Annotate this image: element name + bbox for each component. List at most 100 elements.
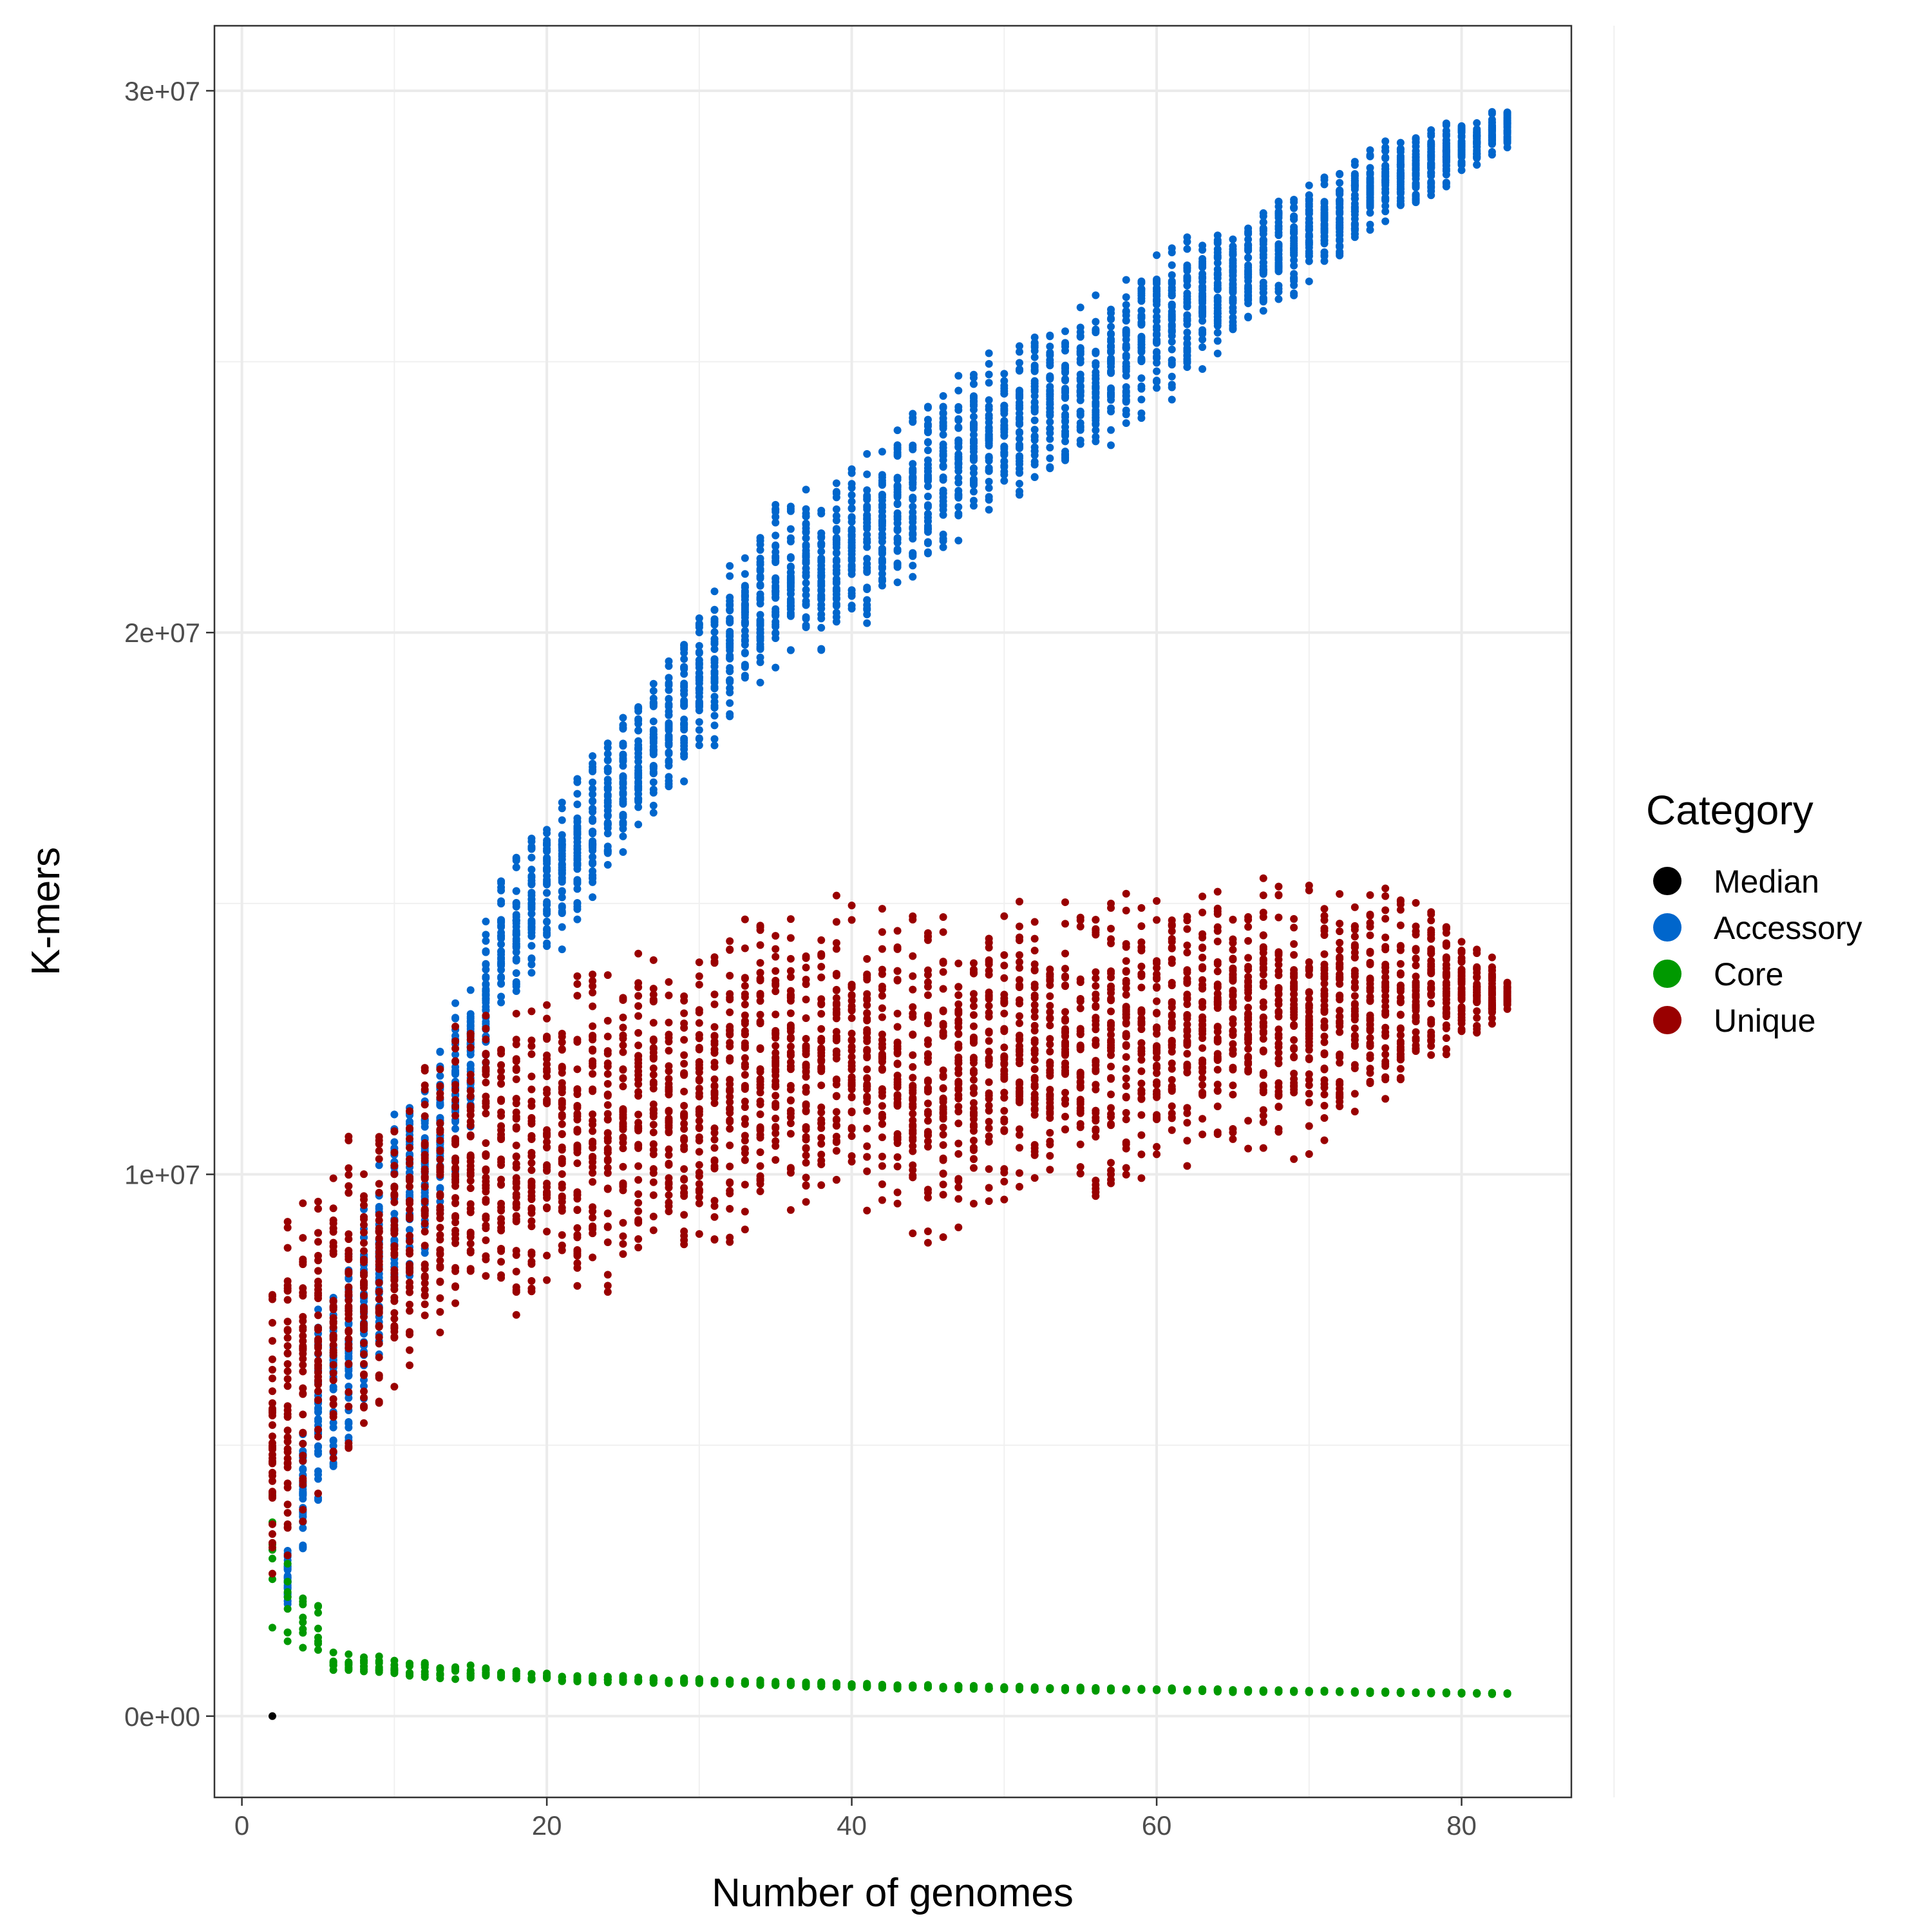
point-unique — [558, 1170, 566, 1179]
point-accessory — [710, 605, 719, 614]
point-unique — [390, 1148, 399, 1157]
point-unique — [299, 1260, 307, 1269]
point-unique — [314, 1311, 322, 1320]
point-accessory — [1320, 198, 1329, 206]
point-unique — [619, 1240, 627, 1248]
point-unique — [527, 1097, 536, 1106]
point-core — [1427, 1689, 1435, 1697]
point-accessory — [451, 999, 460, 1007]
point-accessory — [1198, 255, 1207, 263]
point-accessory — [695, 734, 703, 743]
point-accessory — [314, 1405, 322, 1414]
point-accessory — [1122, 301, 1130, 309]
point-accessory — [1168, 283, 1176, 292]
point-accessory — [1015, 429, 1023, 437]
point-accessory — [589, 853, 597, 861]
point-unique — [649, 1146, 658, 1154]
point-accessory — [1366, 146, 1374, 155]
point-accessory — [756, 554, 764, 563]
point-accessory — [954, 436, 963, 444]
point-accessory — [1046, 390, 1054, 398]
point-accessory — [923, 548, 932, 556]
point-unique — [649, 1035, 658, 1043]
point-unique — [589, 1110, 597, 1119]
point-unique — [603, 1184, 612, 1193]
point-unique — [543, 1204, 551, 1213]
point-accessory — [726, 710, 734, 718]
point-core — [390, 1669, 399, 1678]
point-unique — [634, 1002, 643, 1010]
point-accessory — [772, 612, 780, 620]
point-accessory — [863, 538, 871, 546]
point-accessory — [482, 937, 490, 945]
point-accessory — [573, 878, 582, 886]
point-accessory — [954, 372, 963, 380]
point-accessory — [1198, 290, 1207, 298]
point-accessory — [1427, 172, 1435, 180]
point-accessory — [1305, 222, 1313, 231]
point-accessory — [466, 1010, 475, 1018]
point-accessory — [634, 779, 643, 788]
point-accessory — [1092, 291, 1100, 299]
point-accessory — [1290, 213, 1298, 221]
point-accessory — [772, 620, 780, 629]
point-accessory — [1229, 283, 1237, 292]
point-unique — [482, 1078, 490, 1086]
point-accessory — [1061, 454, 1070, 462]
point-unique — [451, 1112, 460, 1120]
point-accessory — [1213, 328, 1222, 337]
point-accessory — [573, 885, 582, 893]
point-unique — [268, 1459, 276, 1468]
point-accessory — [939, 462, 947, 471]
point-accessory — [1488, 151, 1496, 159]
point-unique — [421, 1066, 429, 1075]
point-accessory — [1198, 310, 1207, 318]
point-accessory — [1290, 198, 1298, 206]
point-core — [1381, 1688, 1390, 1696]
point-unique — [345, 1235, 353, 1244]
point-unique — [558, 1204, 566, 1212]
point-unique — [543, 1251, 551, 1260]
point-accessory — [710, 704, 719, 712]
point-unique — [421, 1197, 429, 1206]
point-unique — [497, 1079, 506, 1088]
point-accessory — [1259, 238, 1267, 246]
point-accessory — [589, 804, 597, 813]
point-accessory — [649, 788, 658, 797]
point-core — [466, 1674, 475, 1682]
point-accessory — [482, 1006, 490, 1014]
point-unique — [283, 1287, 292, 1295]
point-unique — [466, 1121, 475, 1130]
point-accessory — [1213, 337, 1222, 345]
point-accessory — [741, 627, 749, 635]
point-unique — [543, 1166, 551, 1174]
point-accessory — [939, 451, 947, 460]
point-accessory — [954, 455, 963, 464]
point-unique — [360, 1387, 368, 1396]
point-accessory — [619, 762, 627, 770]
point-unique — [527, 1260, 536, 1268]
point-accessory — [680, 663, 688, 671]
point-accessory — [390, 1138, 399, 1146]
point-accessory — [1092, 382, 1100, 390]
point-unique — [603, 1148, 612, 1157]
point-unique — [345, 1182, 353, 1190]
point-unique — [619, 1186, 627, 1195]
point-unique — [497, 1200, 506, 1208]
point-accessory — [1198, 365, 1207, 373]
point-core — [893, 1682, 902, 1690]
point-accessory — [985, 454, 993, 462]
point-unique — [375, 1252, 383, 1260]
point-unique — [299, 1439, 307, 1448]
point-accessory — [603, 792, 612, 800]
point-accessory — [726, 688, 734, 697]
point-unique — [345, 1283, 353, 1291]
point-accessory — [1137, 356, 1146, 365]
point-accessory — [710, 662, 719, 670]
point-accessory — [558, 945, 566, 954]
point-unique — [573, 1159, 582, 1168]
point-accessory — [923, 522, 932, 530]
point-unique — [299, 1317, 307, 1325]
point-accessory — [893, 486, 902, 494]
point-accessory — [603, 847, 612, 855]
